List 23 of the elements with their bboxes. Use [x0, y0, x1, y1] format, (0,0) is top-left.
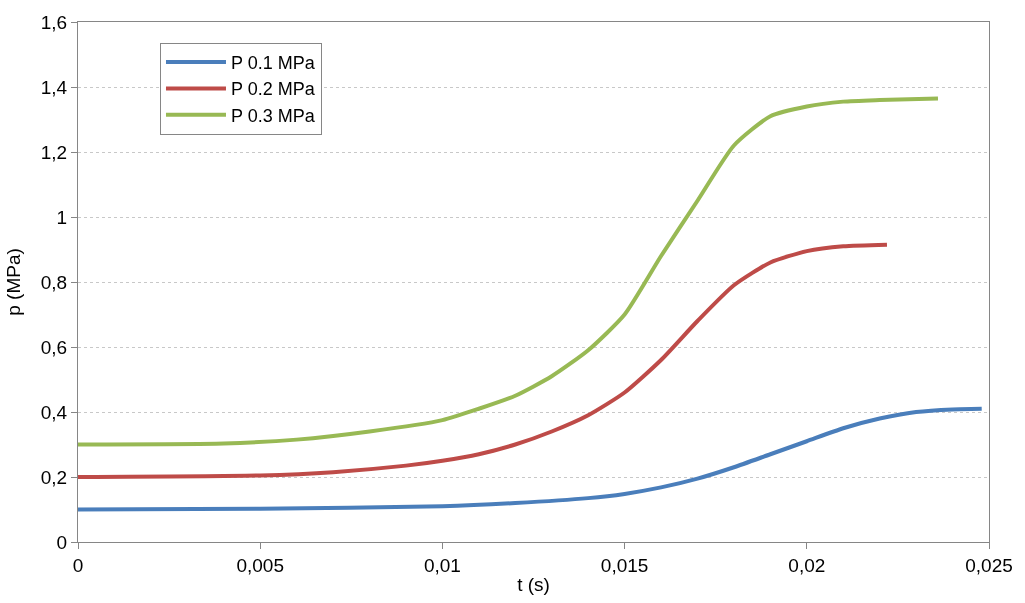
x-tick-label: 0,005 [236, 554, 284, 576]
y-tick-label: 0,8 [40, 271, 68, 293]
y-tick-label: 0 [56, 531, 68, 553]
legend-label: P 0.1 MPa [230, 53, 316, 74]
x-tick-label: 0,015 [600, 554, 649, 576]
y-tick-label: 0,2 [40, 466, 68, 488]
x-tick-label: 0 [72, 554, 84, 576]
x-axis-title: t (s) [517, 573, 550, 595]
x-tick-label: 0,025 [965, 554, 1013, 576]
y-tick-label: 0,4 [40, 401, 68, 423]
line-series [78, 96, 940, 447]
x-tick-label: 0,01 [423, 554, 461, 576]
legend-label: P 0.2 MPa [230, 79, 316, 100]
line-series [78, 406, 984, 512]
legend-label: P 0.3 MPa [230, 105, 316, 126]
y-tick-label: 0,6 [40, 336, 68, 358]
y-tick-label: 1,2 [40, 141, 68, 163]
line-series [78, 242, 889, 479]
x-tick-label: 0,02 [788, 554, 826, 576]
y-tick-label: 1,6 [40, 11, 68, 33]
y-tick-label: 1,4 [40, 76, 68, 98]
y-axis-title: p (MPa) [2, 248, 24, 316]
y-tick-label: 1 [56, 206, 68, 228]
